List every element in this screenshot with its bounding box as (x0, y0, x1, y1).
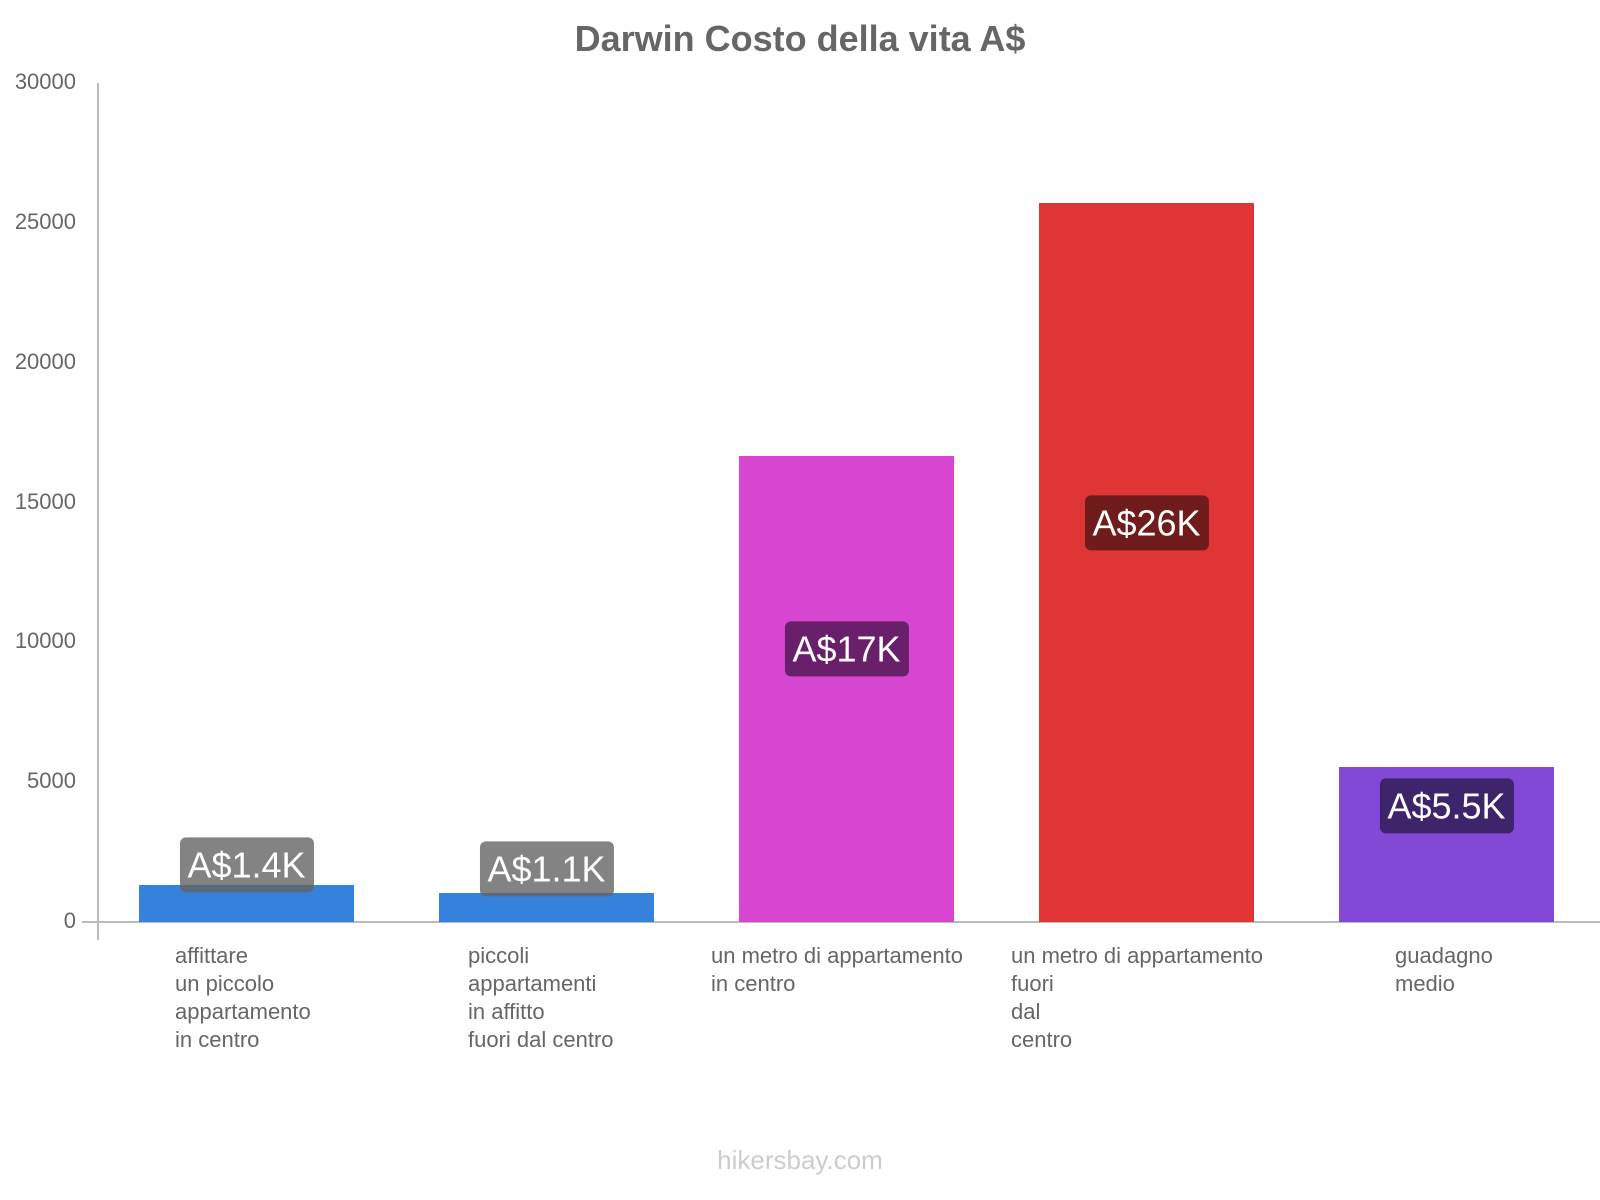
x-axis-line (82, 921, 1600, 923)
x-category-label: un metro di appartamento in centro (711, 943, 963, 996)
y-axis-line (97, 83, 99, 940)
y-tick-label: 20000 (14, 348, 76, 374)
y-tick-label: 15000 (14, 488, 76, 514)
bar[interactable] (1039, 203, 1254, 922)
x-category-label: guadagno medio (1395, 943, 1493, 996)
bar[interactable] (739, 456, 954, 922)
bar-value-label: A$26K (1084, 495, 1209, 551)
bar-value-label: A$1.1K (479, 841, 614, 897)
bar-value-label: A$5.5K (1379, 778, 1514, 834)
bar-value-label: A$1.4K (179, 837, 314, 893)
y-tick-label: 25000 (14, 208, 76, 234)
y-tick-label: 5000 (27, 768, 76, 794)
bar-value-label: A$17K (784, 621, 909, 677)
x-category-label: un metro di appartamento fuori dal centr… (1011, 943, 1263, 1052)
y-tick-label: 0 (63, 908, 76, 933)
chart-title: Darwin Costo della vita A$ (574, 18, 1026, 59)
x-category-label: piccoli appartamenti in affitto fuori da… (468, 943, 614, 1052)
y-tick-label: 10000 (14, 628, 76, 654)
x-category-label: affittare un piccolo appartamento in cen… (175, 943, 311, 1052)
footer-watermark: hikersbay.com (717, 1145, 883, 1175)
y-tick-label: 30000 (14, 69, 76, 94)
bar[interactable] (439, 892, 654, 922)
